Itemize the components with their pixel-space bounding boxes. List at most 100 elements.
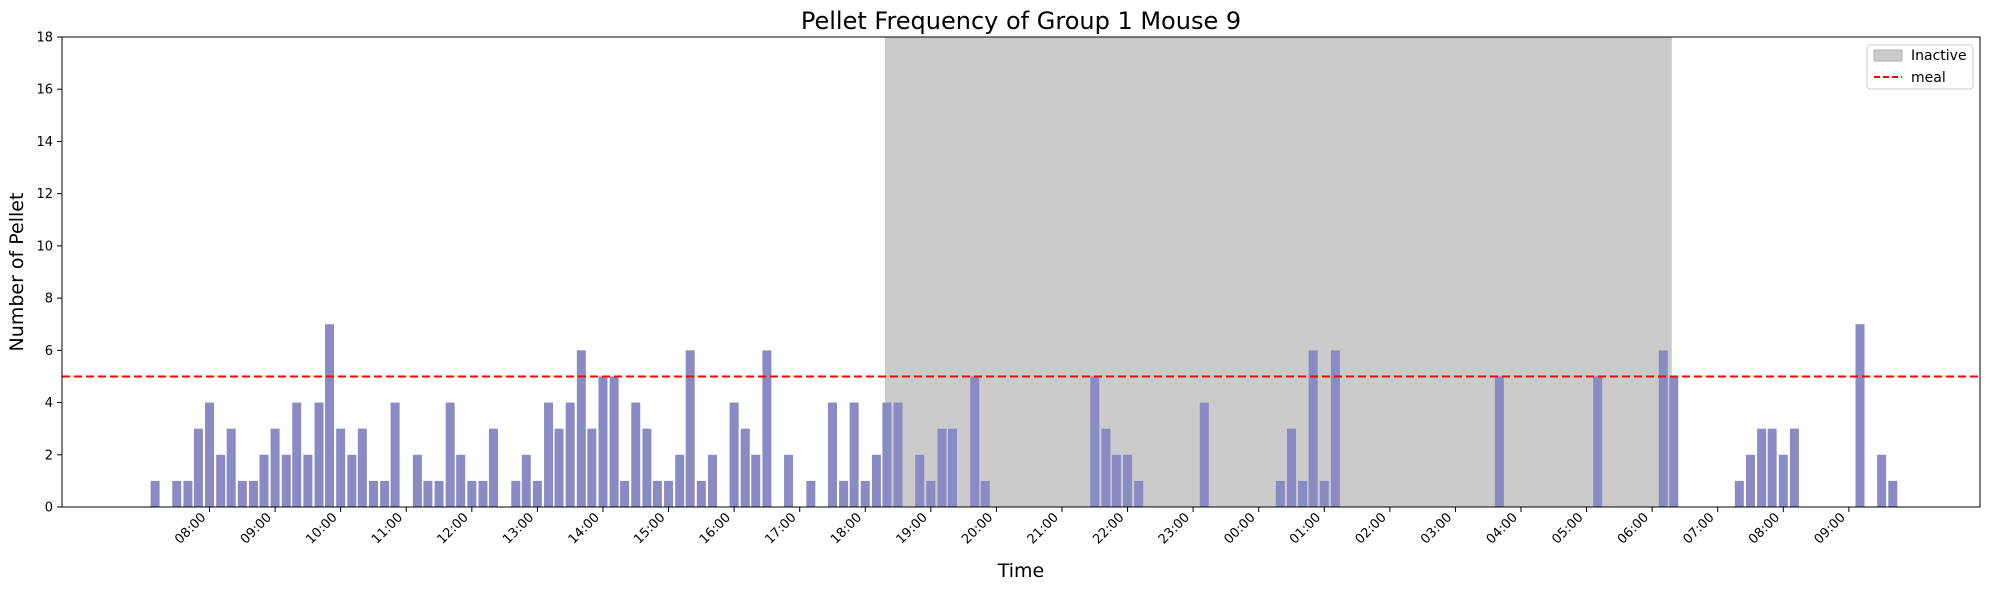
x-tick-label: 13:00 (500, 510, 537, 547)
pellet-bar (445, 402, 455, 507)
x-tick-label: 11:00 (369, 510, 406, 547)
pellet-bar (980, 480, 990, 507)
pellet-bar (849, 402, 859, 507)
pellet-bar (390, 402, 400, 507)
x-tick-label: 00:00 (1221, 510, 1258, 547)
pellet-bar (664, 480, 674, 507)
pellet-bar (576, 350, 586, 507)
pellet-bar (205, 402, 215, 507)
pellet-bar (368, 480, 378, 507)
x-tick-label: 10:00 (303, 510, 340, 547)
x-tick-label: 02:00 (1353, 510, 1390, 547)
pellet-bar (511, 480, 521, 507)
pellet-bar (751, 454, 761, 507)
legend: Inactive meal (1866, 44, 1974, 90)
pellet-bar (1757, 428, 1767, 507)
pellet-bar (216, 454, 226, 507)
pellet-bar (1134, 480, 1144, 507)
chart-title: Pellet Frequency of Group 1 Mouse 9 (801, 7, 1241, 35)
inactive-span (884, 37, 1672, 507)
pellet-bar (412, 454, 422, 507)
pellet-bar (970, 376, 980, 507)
pellet-bar (740, 428, 750, 507)
pellet-bar (1778, 454, 1788, 507)
x-tick-label: 19:00 (894, 510, 931, 547)
pellet-bar (248, 480, 258, 507)
pellet-bar (172, 480, 182, 507)
pellet-bar (544, 402, 554, 507)
y-tick-label: 16 (36, 83, 53, 98)
pellet-bar (1767, 428, 1777, 507)
pellet-bar (1494, 376, 1504, 507)
legend-inactive-swatch (1873, 49, 1903, 62)
y-tick-label: 14 (36, 135, 53, 150)
pellet-bar (1789, 428, 1799, 507)
pellet-bar (183, 480, 193, 507)
pellet-bar (259, 454, 269, 507)
pellet-bar (1286, 428, 1296, 507)
pellet-bar (303, 454, 313, 507)
pellet-bar (652, 480, 662, 507)
pellet-bar (860, 480, 870, 507)
x-tick-label: 14:00 (566, 510, 603, 547)
pellet-bar (193, 428, 203, 507)
pellet-bar (762, 350, 772, 507)
pellet-bar (1888, 480, 1898, 507)
pellet-bar (1745, 454, 1755, 507)
pellet-bar (1330, 350, 1340, 507)
pellet-bar (292, 402, 302, 507)
pellet-bar (784, 454, 794, 507)
y-tick-label: 10 (36, 239, 53, 254)
pellet-bar (947, 428, 957, 507)
pellet-bar (467, 480, 477, 507)
pellet-bar (565, 402, 575, 507)
pellet-bar (1101, 428, 1111, 507)
y-tick-label: 18 (36, 31, 53, 46)
pellet-bar (423, 480, 433, 507)
pellet-bar (325, 324, 335, 507)
pellet-bar (696, 480, 706, 507)
pellet-bar (488, 428, 498, 507)
x-tick-label: 03:00 (1418, 510, 1455, 547)
pellet-bar (685, 350, 695, 507)
pellet-bar (1855, 324, 1865, 507)
pellet-bar (1877, 454, 1887, 507)
pellet-bar (532, 480, 542, 507)
pellet-bar (598, 376, 608, 507)
x-tick-label: 23:00 (1156, 510, 1193, 547)
x-tick-label: 12:00 (435, 510, 472, 547)
pellet-bar (587, 428, 597, 507)
pellet-bar (642, 428, 652, 507)
pellet-bar (871, 454, 881, 507)
pellet-bar (456, 454, 466, 507)
x-tick-label: 18:00 (828, 510, 865, 547)
pellet-bar (270, 428, 280, 507)
pellet-bar (675, 454, 685, 507)
pellet-bar (631, 402, 641, 507)
pellet-bar (380, 480, 390, 507)
pellet-bar (1111, 454, 1121, 507)
pellet-bar (620, 480, 630, 507)
pellet-bar (707, 454, 717, 507)
pellet-bar (347, 454, 357, 507)
x-axis-label: Time (997, 560, 1045, 582)
x-tick-label: 22:00 (1090, 510, 1127, 547)
x-tick-label: 06:00 (1615, 510, 1652, 547)
y-axis-label: Number of Pellet (6, 193, 28, 352)
legend-inactive-label: Inactive (1911, 48, 1967, 64)
pellet-bar (893, 402, 903, 507)
pellet-bar (281, 454, 291, 507)
pellet-bar (1658, 350, 1668, 507)
y-tick-label: 4 (45, 396, 53, 411)
pellet-bar (1298, 480, 1308, 507)
pellet-bar (150, 480, 160, 507)
x-tick-label: 17:00 (762, 510, 799, 547)
pellet-bar (915, 454, 925, 507)
plot-frame (61, 36, 1981, 508)
x-tick-label: 21:00 (1025, 510, 1062, 547)
pellet-bar (926, 480, 936, 507)
pellet-bar (1199, 402, 1209, 507)
pellet-bar (1734, 480, 1744, 507)
pellet-bar (609, 376, 619, 507)
